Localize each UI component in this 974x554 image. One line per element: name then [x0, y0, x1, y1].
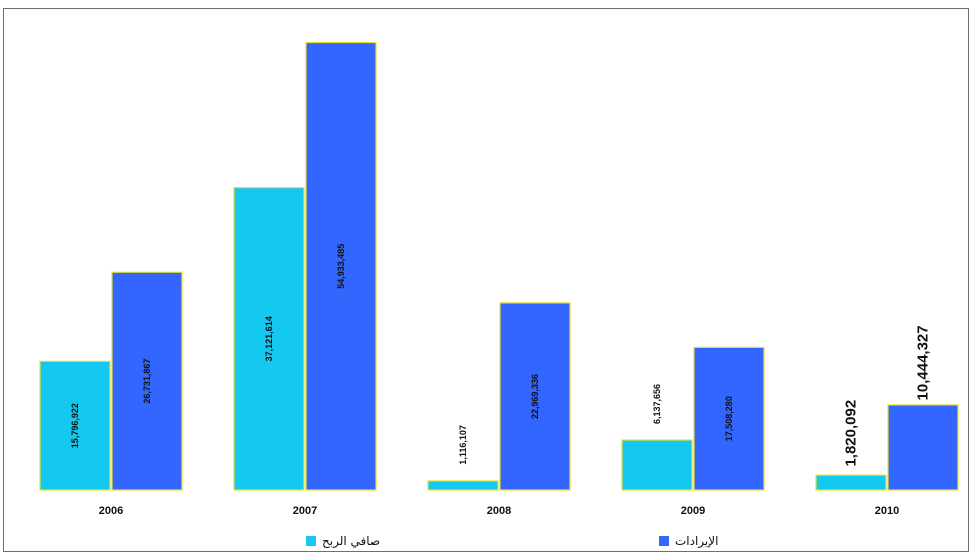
legend-swatch-net-profit [306, 536, 316, 546]
data-label-net-profit-2007: 37,121,614 [264, 316, 274, 361]
data-label-net-profit-2008: 1,116,107 [458, 425, 468, 465]
bar-revenue-2007 [305, 41, 377, 491]
x-tick-2007: 2007 [293, 505, 317, 517]
data-label-revenue-2010: 10,444,327 [915, 325, 932, 400]
chart-frame [3, 8, 969, 552]
x-axis-ticks: 2006 2007 2008 2009 2010 [99, 505, 899, 517]
data-labels-layer: 15,796,922 26,731,867 37,121,614 54,933,485… [70, 244, 932, 467]
legend: صافي الربح الإيرادات [306, 534, 718, 549]
x-tick-2010: 2010 [875, 505, 899, 517]
data-label-net-profit-2009: 6,137,656 [652, 384, 662, 424]
x-tick-2006: 2006 [99, 505, 123, 517]
bar-revenue-2010 [887, 404, 959, 491]
bar-revenue-2009 [693, 346, 765, 491]
bar-net-profit-2008 [427, 480, 499, 491]
data-label-revenue-2006: 26,731,867 [142, 359, 152, 404]
bar-net-profit-2007 [233, 187, 305, 491]
data-label-net-profit-2010: 1,820,092 [843, 400, 860, 467]
bar-net-profit-2010 [815, 474, 887, 491]
legend-label-revenue: الإيرادات [675, 534, 718, 549]
bar-net-profit-2006 [39, 360, 111, 491]
data-label-revenue-2009: 17,508,280 [724, 396, 734, 441]
x-tick-2009: 2009 [681, 505, 705, 517]
x-tick-2008: 2008 [487, 505, 511, 517]
legend-label-net-profit: صافي الربح [322, 534, 380, 549]
bars-layer [39, 41, 959, 491]
bar-revenue-2008 [499, 302, 571, 491]
bar-revenue-2006 [111, 271, 183, 491]
legend-swatch-revenue [659, 536, 669, 546]
data-label-revenue-2008: 22,969,336 [530, 374, 540, 419]
data-label-revenue-2007: 54,933,485 [336, 244, 346, 289]
data-label-net-profit-2006: 15,796,922 [70, 403, 80, 448]
bar-net-profit-2009 [621, 439, 693, 491]
